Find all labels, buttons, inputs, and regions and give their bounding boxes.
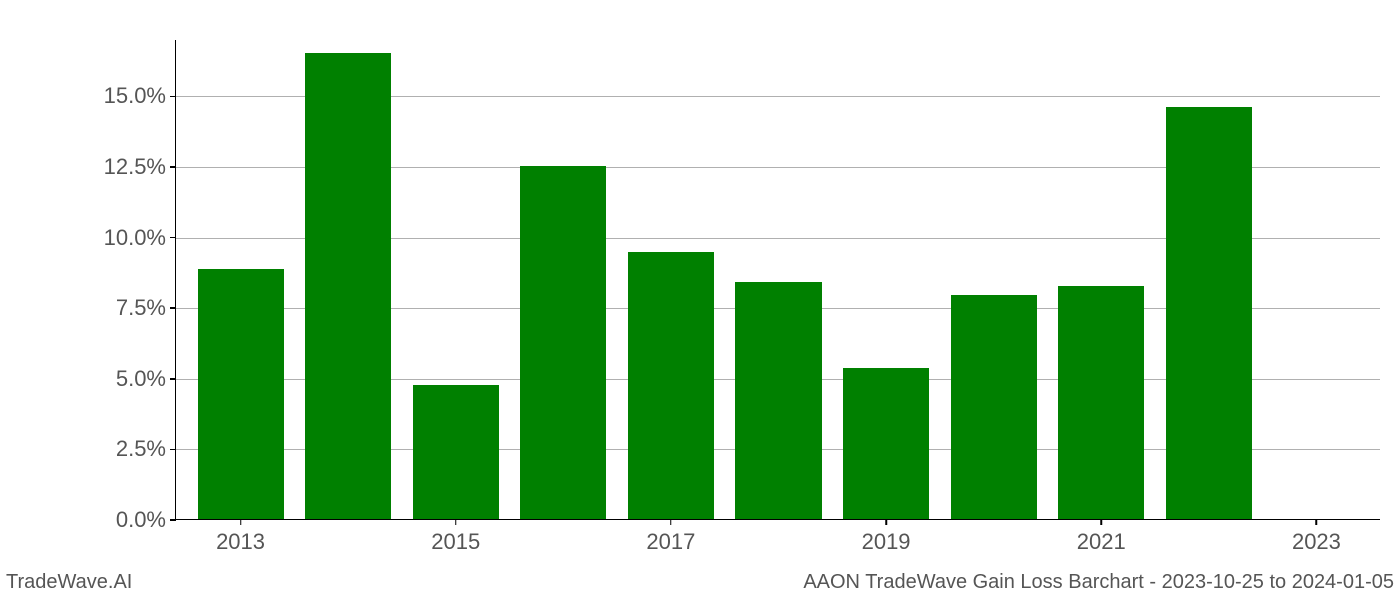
bar (628, 252, 714, 519)
bar (843, 368, 929, 519)
footer-right-text: AAON TradeWave Gain Loss Barchart - 2023… (803, 571, 1394, 594)
bar (198, 269, 284, 519)
x-tick-label: 2015 (431, 519, 480, 555)
bar (1058, 286, 1144, 519)
y-tick-label: 0.0% (116, 507, 176, 533)
x-tick-label: 2023 (1292, 519, 1341, 555)
footer-left-text: TradeWave.AI (6, 571, 132, 594)
x-tick-label: 2013 (216, 519, 265, 555)
bar (305, 53, 391, 519)
chart-container: 0.0% 2.5% 5.0% 7.5% 10.0% 12.5% 15.0% 2013 2015 2… (0, 0, 1400, 600)
bar (520, 166, 606, 519)
y-tick-label: 5.0% (116, 366, 176, 392)
x-tick-label: 2017 (646, 519, 695, 555)
y-tick-label: 7.5% (116, 295, 176, 321)
x-tick-label: 2019 (862, 519, 911, 555)
bar (1166, 107, 1252, 519)
x-tick-label: 2021 (1077, 519, 1126, 555)
bar (735, 282, 821, 519)
bar (413, 385, 499, 519)
bar (951, 295, 1037, 519)
y-tick-label: 10.0% (104, 225, 176, 251)
y-tick-label: 15.0% (104, 83, 176, 109)
y-tick-label: 12.5% (104, 154, 176, 180)
plot-area: 0.0%2.5%5.0%7.5%10.0%12.5%15.0%201320152… (175, 40, 1380, 520)
y-tick-label: 2.5% (116, 436, 176, 462)
